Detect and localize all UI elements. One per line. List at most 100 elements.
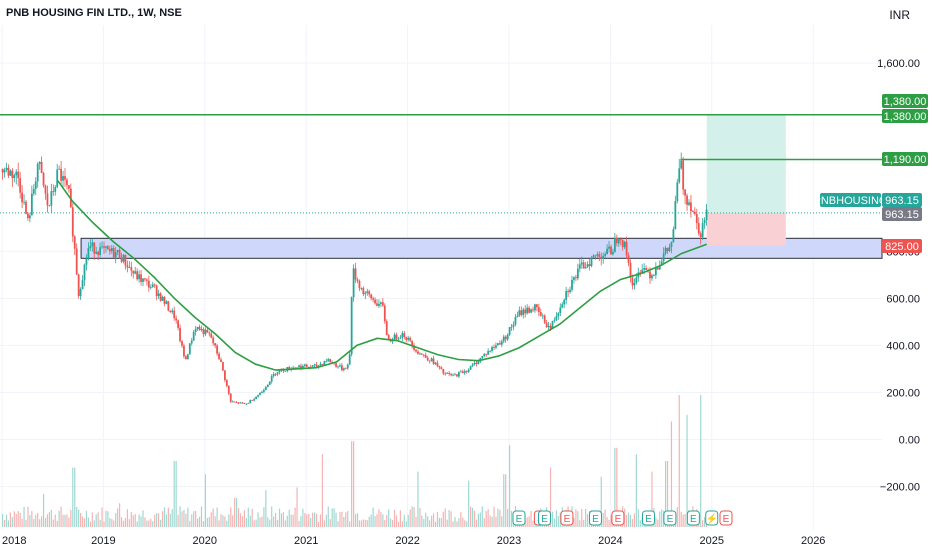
volume-bar [156,513,158,527]
candle-body [315,364,318,368]
candle-body [15,171,18,176]
earnings-marker: E [642,510,656,526]
candle-body [167,301,170,311]
volume-bar [105,510,107,527]
candle-body [3,169,6,173]
volume-bar [666,461,669,527]
candle-body [662,253,665,262]
candle-body [239,402,242,404]
candle-body [204,329,207,335]
candle-body [303,364,306,366]
volume-bar [317,521,320,527]
volume-bar [627,512,630,527]
y-tick-label: 400.00 [886,340,920,352]
candle-body [27,213,29,219]
candle-body [321,364,324,365]
volume-bar [635,454,637,527]
target-label-text: 1,380.00 [884,111,927,123]
volume-bar [341,511,343,527]
candle-body [697,223,700,234]
candle-body [695,213,698,224]
candle-body [561,304,564,308]
volume-bar [460,512,462,527]
high-label: 1,190.00 [882,152,928,166]
volume-bar [232,515,234,527]
volume-bar [27,506,29,527]
candle-body [206,329,209,333]
candle-body [461,371,464,374]
volume-bar [629,514,632,527]
candle-body [276,372,279,375]
candle-body [313,364,316,366]
volume-bar [376,514,378,527]
candle-body [71,207,74,237]
candle-body [75,248,78,275]
volume-bar [261,516,263,527]
volume-bar [124,518,127,527]
earnings-marker: E [611,510,625,526]
candle-body [506,334,509,340]
candle-body [335,363,337,367]
volume-bar [181,511,183,527]
volume-bar [676,507,678,527]
candle-body [584,267,587,269]
candle-body [319,364,322,366]
volume-bar [585,508,587,527]
candle-body [391,340,394,342]
volume-bar [107,511,109,527]
candle-body [668,246,671,251]
candle-body [97,251,100,255]
volume-bar [210,512,212,527]
candle-body [617,239,620,244]
candle-body [565,291,568,300]
volume-bar [251,509,253,527]
candle-body [498,343,501,345]
candle-body [489,350,491,352]
volume-bar [44,517,47,527]
candle-body [159,293,162,301]
candle-body [118,250,121,258]
candle-body [551,321,554,329]
marker-glyph: E [667,514,674,525]
volume-bar [372,507,374,527]
candle-body [136,271,139,280]
volume-bar [202,521,205,527]
candle-body [73,236,76,249]
currency-label[interactable]: INR [889,8,910,22]
candle-body [132,270,135,274]
candle-body [29,215,31,219]
candle-body [288,366,291,370]
volume-bar [278,508,281,527]
volume-bar [366,520,368,527]
candle-body [582,262,585,269]
candle-body [200,329,203,331]
candle-body [140,274,142,282]
volume-bar [440,517,442,527]
volume-bar [388,509,390,527]
candle-body [442,368,445,374]
marker-box [705,510,719,526]
x-axis: 2018 2019 2020 2021 2022 2023 2024 2025 2026 [2,535,825,547]
candle-body [151,284,154,288]
volume-bar [345,512,347,527]
candle-body [171,310,174,313]
volume-bar [212,508,214,527]
candle-body [678,168,681,183]
candle-body [420,353,423,355]
volume-bar [493,506,495,527]
candle-body [383,305,386,322]
volume-bar [31,511,33,527]
volume-bar [159,519,162,527]
candle-body [185,356,187,360]
volume-bar [454,517,456,527]
candle-body [504,336,507,340]
candle-body [130,267,133,271]
volume-bar [507,508,509,527]
volume-bar [271,506,273,527]
volume-bar [577,511,579,527]
marker-box [642,510,656,526]
candle-body [699,233,702,238]
volume-bar [237,508,240,527]
candle-body [103,246,105,248]
